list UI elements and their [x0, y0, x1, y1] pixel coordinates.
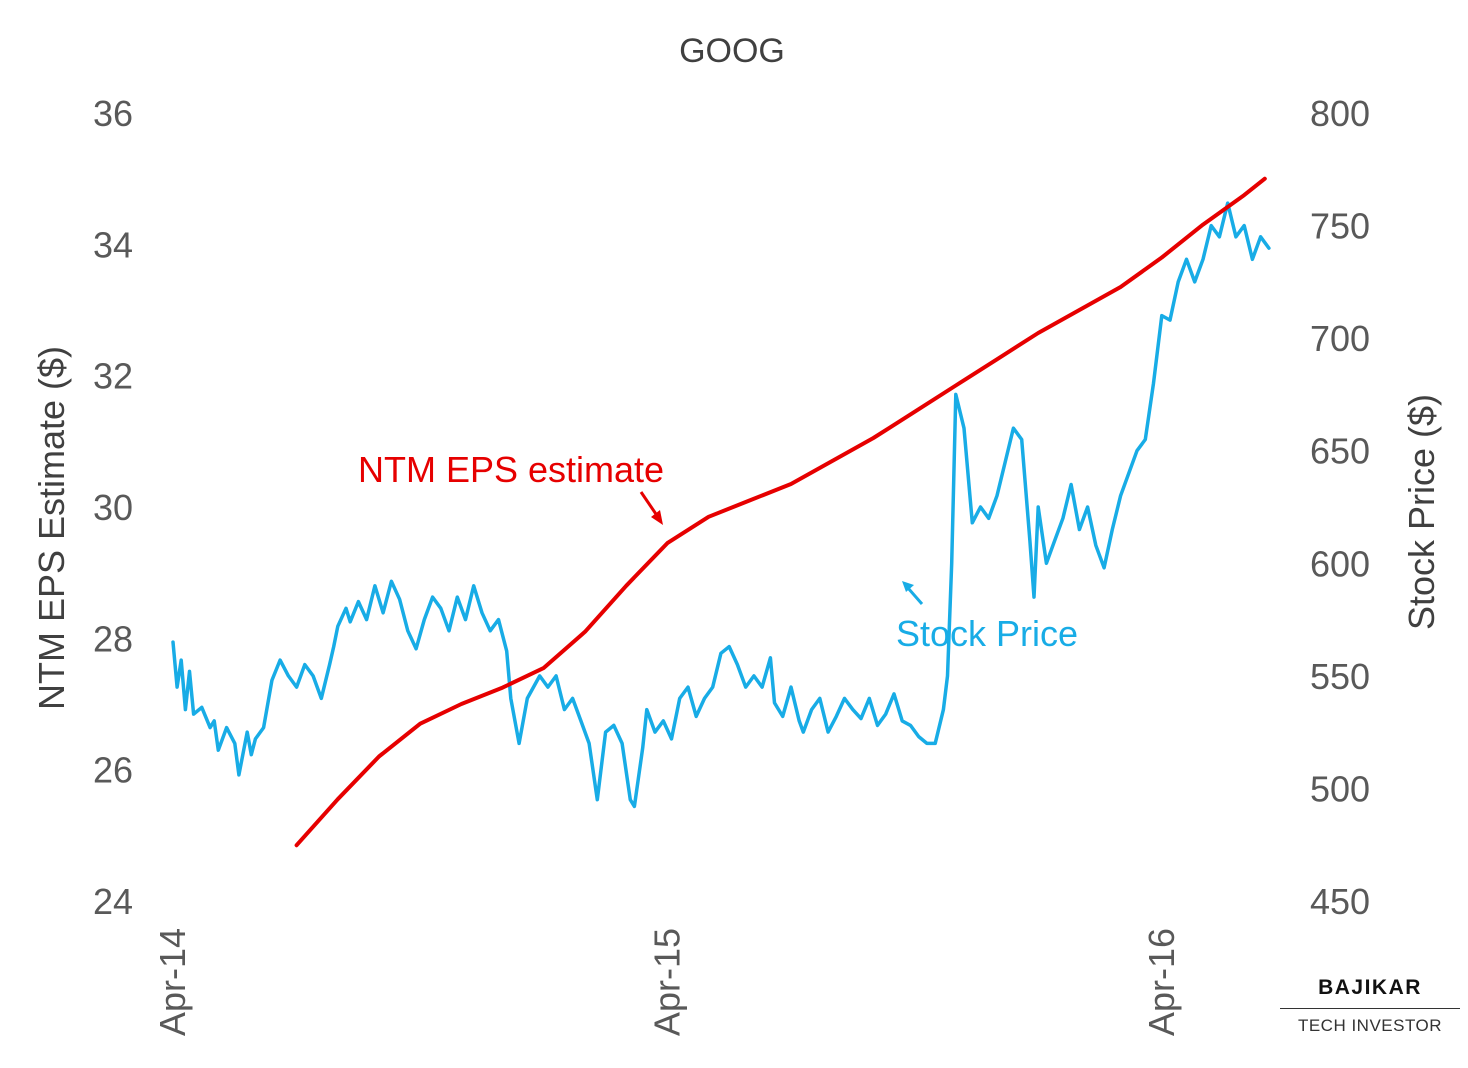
brand-name: BAJIKAR	[1280, 976, 1460, 1009]
eps-estimate-line	[294, 176, 1267, 848]
right-tick-label: 500	[1310, 768, 1370, 809]
left-tick-label: 36	[93, 93, 133, 134]
price-arrowhead	[902, 581, 914, 592]
right-tick-label: 450	[1310, 881, 1370, 922]
right-tick-label: 550	[1310, 656, 1370, 697]
left-tick-label: 26	[93, 750, 133, 791]
right-tick-label: 800	[1310, 93, 1370, 134]
eps-arrowhead	[651, 510, 663, 525]
left-tick-label: 28	[93, 618, 133, 659]
right-tick-label: 600	[1310, 543, 1370, 584]
x-tick-label: Apr-14	[152, 928, 193, 1036]
eps-annotation-arrow	[639, 491, 660, 518]
eps-annotation-label: NTM EPS estimate	[358, 449, 664, 490]
left-tick-label: 30	[93, 487, 133, 528]
left-axis-title: NTM EPS Estimate ($)	[31, 346, 72, 710]
right-tick-label: 700	[1310, 318, 1370, 359]
right-axis-title: Stock Price ($)	[1401, 394, 1442, 630]
right-axis-ticks: 450 500 550 600 650 700 750 800	[1310, 93, 1370, 922]
price-annotation-label: Stock Price	[896, 613, 1078, 654]
x-axis-ticks: Apr-14 Apr-15 Apr-16	[152, 928, 1182, 1036]
stock-price-line	[171, 201, 1271, 809]
price-annotation-arrow	[906, 587, 924, 605]
left-axis-ticks: 24 26 28 30 32 34 36	[93, 93, 133, 922]
left-tick-label: 32	[93, 356, 133, 397]
x-tick-label: Apr-16	[1141, 928, 1182, 1036]
right-tick-label: 650	[1310, 431, 1370, 472]
right-tick-label: 750	[1310, 206, 1370, 247]
chart-title: GOOG	[679, 32, 785, 70]
series-layer	[171, 176, 1271, 848]
brand-tagline: TECH INVESTOR	[1297, 1016, 1443, 1035]
brand-logo: BAJIKAR TECH INVESTOR	[1280, 976, 1460, 1036]
left-tick-label: 24	[93, 881, 133, 922]
left-tick-label: 34	[93, 224, 133, 265]
x-tick-label: Apr-15	[646, 928, 687, 1036]
